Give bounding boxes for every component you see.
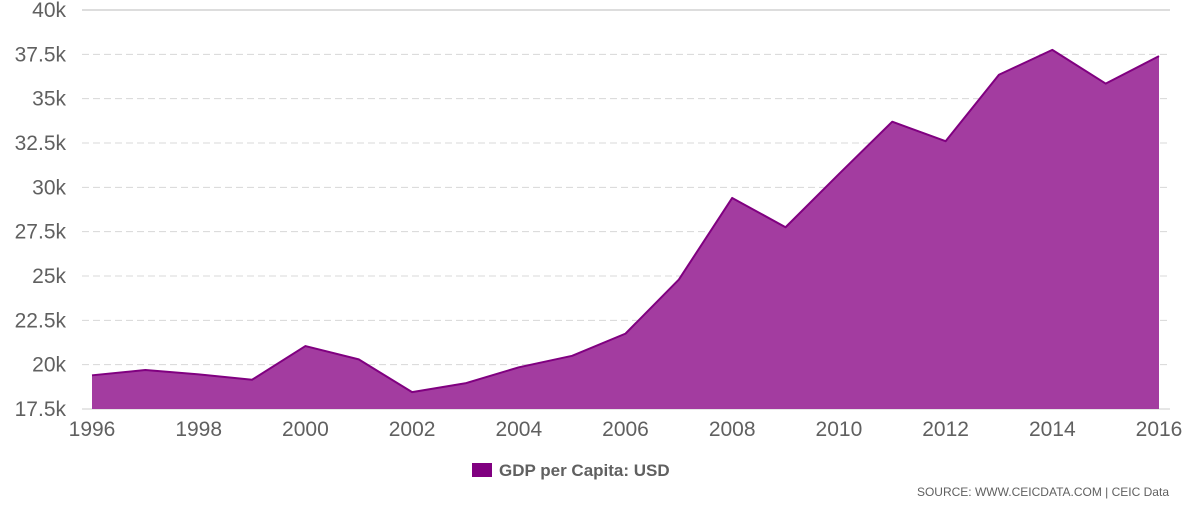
plot-area (88, 46, 1163, 410)
data-point-2001[interactable] (355, 355, 363, 363)
legend[interactable]: GDP per Capita: USD (472, 461, 670, 480)
data-point-1999[interactable] (248, 376, 256, 384)
data-point-2015[interactable] (1102, 80, 1110, 88)
y-tick-label-32500: 32.5k (15, 132, 67, 155)
y-tick-label-40000: 40k (32, 0, 66, 22)
x-tick-label-2006: 2006 (602, 418, 649, 441)
series-area-gdp-per-capita[interactable] (92, 49, 1159, 410)
y-tick-label-35000: 35k (32, 88, 66, 111)
y-tick-label-37500: 37.5k (15, 43, 67, 66)
y-tick-label-20000: 20k (32, 354, 66, 377)
data-point-2003[interactable] (461, 379, 469, 387)
x-tick-label-2014: 2014 (1029, 418, 1076, 441)
data-point-1998[interactable] (195, 370, 203, 378)
y-tick-label-25000: 25k (32, 265, 66, 288)
data-point-2014[interactable] (1048, 46, 1056, 54)
y-tick-label-17500: 17.5k (15, 398, 67, 421)
x-tick-label-2010: 2010 (816, 418, 863, 441)
grid-lines (82, 9, 1170, 410)
data-point-1997[interactable] (141, 366, 149, 374)
x-tick-label-2000: 2000 (282, 418, 329, 441)
y-axis-tick-labels: 17.5k 20k 22.5k 25k 27.5k 30k 32.5k 35k 37.5k 40k (15, 0, 67, 421)
data-point-2016[interactable] (1155, 52, 1163, 60)
legend-label: GDP per Capita: USD (499, 461, 670, 480)
y-tick-label-30000: 30k (32, 176, 66, 199)
data-point-2008[interactable] (728, 194, 736, 202)
data-point-2012[interactable] (942, 137, 950, 145)
y-tick-label-22500: 22.5k (15, 309, 67, 332)
series-line-gdp-per-capita[interactable] (91, 48, 1160, 394)
y-tick-label-27500: 27.5k (15, 221, 67, 244)
data-point-2006[interactable] (622, 330, 630, 338)
x-tick-label-1998: 1998 (175, 418, 222, 441)
data-point-2004[interactable] (515, 363, 523, 371)
data-point-2007[interactable] (675, 276, 683, 284)
x-tick-label-1996: 1996 (69, 418, 116, 441)
data-point-2002[interactable] (408, 388, 416, 396)
data-point-2005[interactable] (568, 352, 576, 360)
x-tick-label-2008: 2008 (709, 418, 756, 441)
source-credit[interactable]: SOURCE: WWW.CEICDATA.COM | CEIC Data (917, 485, 1169, 499)
x-tick-label-2012: 2012 (922, 418, 969, 441)
legend-swatch (472, 463, 492, 477)
data-point-2009[interactable] (782, 223, 790, 231)
data-point-2011[interactable] (888, 118, 896, 126)
x-tick-label-2002: 2002 (389, 418, 436, 441)
x-axis-tick-labels: 1996 1998 2000 2002 2004 2006 2008 2010 2012 2014… (69, 418, 1183, 441)
x-tick-label-2016: 2016 (1136, 418, 1183, 441)
data-point-2013[interactable] (995, 71, 1003, 79)
data-point-2010[interactable] (835, 170, 843, 178)
data-point-1996[interactable] (88, 371, 96, 379)
data-point-2000[interactable] (301, 342, 309, 350)
x-tick-label-2004: 2004 (495, 418, 542, 441)
